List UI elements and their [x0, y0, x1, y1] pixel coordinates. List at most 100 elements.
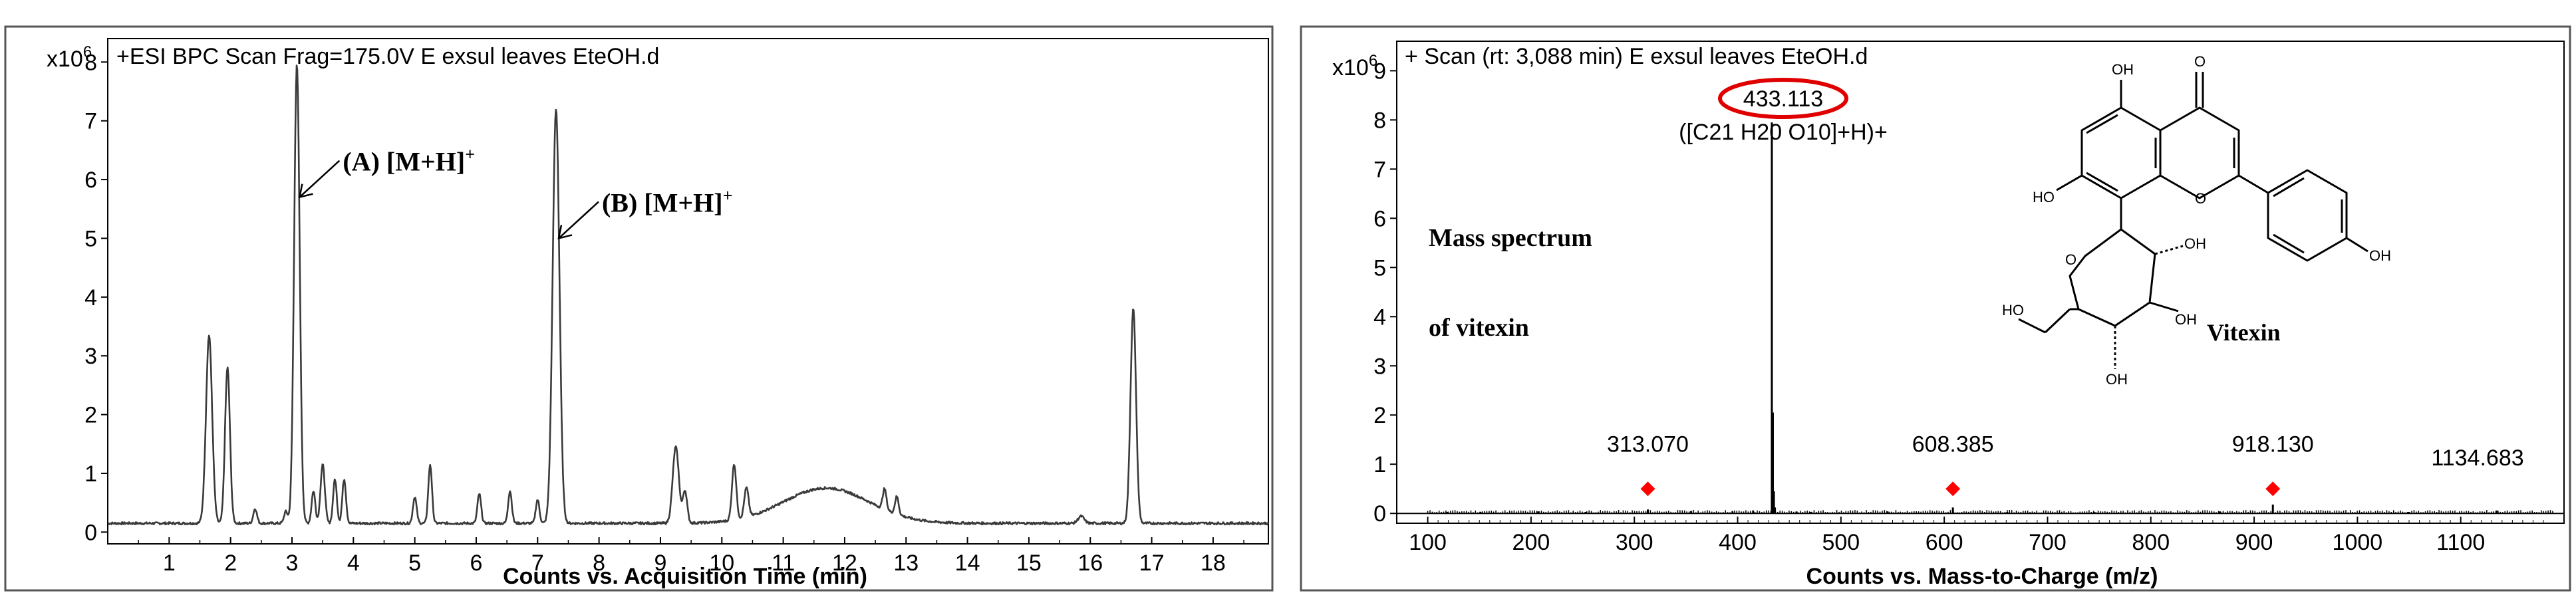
oh-top-label: OH: [2112, 61, 2134, 78]
x-tick-label: 900: [2235, 530, 2273, 555]
sugar-o-label: O: [2065, 251, 2076, 268]
x-tick-label: 300: [1616, 530, 1653, 555]
panel-frame: [1300, 25, 2571, 592]
carbonyl-o-label: O: [2194, 53, 2206, 70]
bond: [2273, 233, 2305, 254]
y-tick-label: 3: [1373, 354, 1386, 379]
x-tick-label: 500: [1822, 530, 1860, 555]
bond: [2238, 174, 2269, 194]
bond: [2346, 237, 2368, 253]
y-axis: 0 1 2 3 4 5 6 7 8 9: [1373, 59, 1397, 527]
annotation-of-vitexin: of vitexin: [1429, 314, 1529, 342]
ho-left-label: HO: [2033, 189, 2055, 205]
annotation-mass-spectrum: Mass spectrum: [1429, 224, 1592, 252]
x-tick-label: 2: [224, 551, 237, 576]
x-tick-label: 700: [2029, 530, 2067, 555]
bond: [2086, 114, 2118, 134]
peak-label: 918.130: [2232, 432, 2314, 457]
y-axis: 0 1 2 3 4 5 6 7 8: [84, 50, 108, 545]
annotation-arrow: [558, 201, 599, 239]
x-tick-label: 17: [1139, 551, 1165, 576]
x-tick-label: 5: [408, 551, 421, 576]
plot-area: [107, 38, 1269, 545]
spectrum-peaks: [1397, 122, 2564, 515]
y-tick-label: 7: [1373, 157, 1386, 182]
y-exponent-label: x106: [47, 43, 92, 72]
x-tick-label: 11: [772, 551, 795, 576]
vitexin-structure: [2018, 72, 2368, 369]
annotation-arrowhead: [557, 225, 573, 240]
sugar-oh-1-label: OH: [2184, 235, 2206, 252]
marked-peaks: 313.070 608.385 918.130: [1607, 432, 2314, 497]
y-tick-label: 7: [84, 109, 97, 134]
y-tick-label: 8: [1373, 108, 1386, 133]
y-exponent-label: x106: [1332, 52, 1377, 80]
annotation-label: (B) [M+H]+: [602, 185, 732, 217]
y-tick-label: 2: [84, 403, 97, 428]
x-tick-label: 18: [1201, 551, 1226, 576]
chart-header: +ESI BPC Scan Frag=175.0V E exsul leaves…: [116, 44, 659, 69]
y-tick-label: 6: [84, 168, 97, 193]
structure-labels: OH O HO O OH O OH OH OH HO: [2002, 53, 2391, 388]
bond: [2154, 245, 2184, 255]
plot-area: [1396, 41, 2565, 524]
x-tick-label: 200: [1512, 530, 1550, 555]
ch2-ho-label: HO: [2002, 302, 2024, 318]
x-axis: 100 200 300 400 500 600 700 800 900 1000 1100: [1409, 517, 2544, 555]
x-tick-label: 15: [1016, 551, 1042, 576]
bond: [2273, 177, 2305, 197]
main-peak-label: 433.113: [1743, 86, 1823, 112]
y-tick-label: 3: [84, 344, 97, 369]
ring-c: [2160, 106, 2240, 199]
y-tick-label: 1: [84, 461, 97, 487]
mass-spectrum-panel: x106 + Scan (rt: 3,088 min) E exsul leav…: [1300, 25, 2571, 592]
y-tick-label: 2: [1373, 403, 1386, 428]
x-tick-label: 800: [2132, 530, 2170, 555]
x-tick-label: 1000: [2333, 530, 2383, 555]
x-tick-label: 9: [654, 551, 666, 576]
bond: [2086, 172, 2118, 192]
x-tick-label: 7: [531, 551, 544, 576]
x-axis-label: Counts vs. Mass-to-Charge (m/z): [1806, 564, 2158, 589]
sugar-ring: [2069, 228, 2156, 327]
vitexin-label: Vitexin: [2207, 319, 2281, 346]
y-tick-label: 6: [1373, 206, 1386, 231]
annotation-arrowhead: [298, 184, 313, 199]
peak-label-1134: 1134.683: [2431, 445, 2523, 471]
y-tick-label: 8: [84, 50, 97, 75]
x-tick-label: 14: [955, 551, 980, 576]
x-tick-label: 16: [1077, 551, 1103, 576]
y-tick-label: 1: [1373, 452, 1386, 477]
x-tick-label: 1100: [2436, 530, 2485, 555]
ring-o-label: O: [2195, 190, 2206, 207]
x-tick-label: 8: [593, 551, 605, 576]
y-tick-label: 5: [84, 226, 97, 251]
x-tick-label: 3: [286, 551, 299, 576]
x-tick-label: 6: [470, 551, 483, 576]
bond: [2044, 308, 2071, 334]
chart-header: + Scan (rt: 3,088 min) E exsul leaves Et…: [1405, 44, 1868, 69]
peak-label: 313.070: [1607, 432, 1689, 457]
peak-label: 608.385: [1912, 432, 1994, 457]
y-tick-label: 4: [84, 285, 97, 310]
ring-b: [2267, 169, 2348, 262]
chromatogram-panel: x106 +ESI BPC Scan Frag=175.0V E exsul l…: [4, 25, 1274, 592]
chromatogram-trace: [107, 64, 1270, 526]
y-tick-label: 9: [1373, 59, 1386, 84]
x-tick-label: 12: [832, 551, 857, 576]
y-tick-label: 4: [1373, 305, 1386, 330]
x-tick-label: 13: [893, 551, 919, 576]
oh-right-label: OH: [2369, 247, 2391, 264]
highlight-ellipse: [1718, 78, 1848, 119]
x-tick-label: 1: [163, 551, 176, 576]
main-peak-formula: ([C21 H20 O10]+H)+: [1679, 120, 1888, 145]
peak-annotations: (A) [M+H]+ (B) [M+H]+: [298, 145, 732, 240]
x-axis-label: Counts vs. Acquisition Time (min): [503, 564, 867, 589]
y-tick-label: 0: [1373, 501, 1386, 527]
x-tick-label: 100: [1409, 530, 1447, 555]
ring-a: [2080, 106, 2162, 199]
bond: [2149, 301, 2179, 312]
x-tick-label: 400: [1719, 530, 1757, 555]
annotation-label: (A) [M+H]+: [343, 145, 475, 177]
